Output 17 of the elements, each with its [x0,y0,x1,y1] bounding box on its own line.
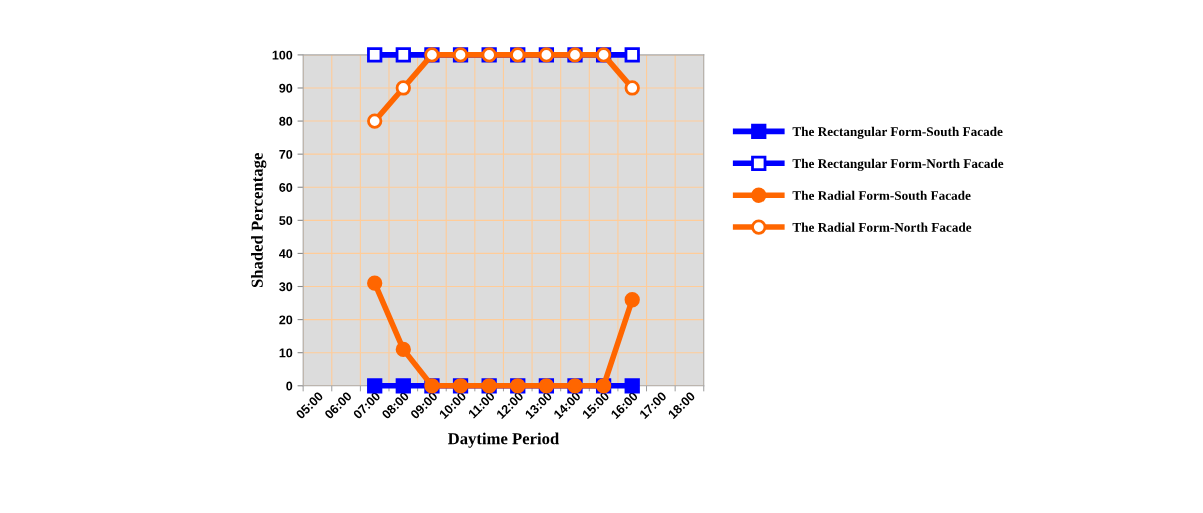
y-axis-title: Shaded Percentage [251,153,267,288]
legend-label: The Rectangular Form-South Facade [792,126,1003,139]
y-tick-label: 50 [279,216,293,225]
y-tick-label: 100 [272,50,293,60]
y-tick-label: 0 [286,381,293,391]
y-tick-label: 10 [279,348,293,358]
y-tick-label: 60 [279,183,293,192]
y-tick-label: 40 [279,249,293,259]
y-tick-label: 20 [279,315,293,325]
y-tick-label: 70 [279,149,293,159]
y-tick-label: 80 [279,116,293,126]
y-tick-label: 90 [279,83,293,93]
x-axis-title: Daytime Period [447,432,560,448]
legend-label: The Radial Form-South Facade [792,190,971,201]
legend-label: The Radial Form-North Facade [792,222,972,232]
legend-label: The Rectangular Form-North Facade [792,158,1004,171]
y-tick-label: 30 [279,282,293,292]
